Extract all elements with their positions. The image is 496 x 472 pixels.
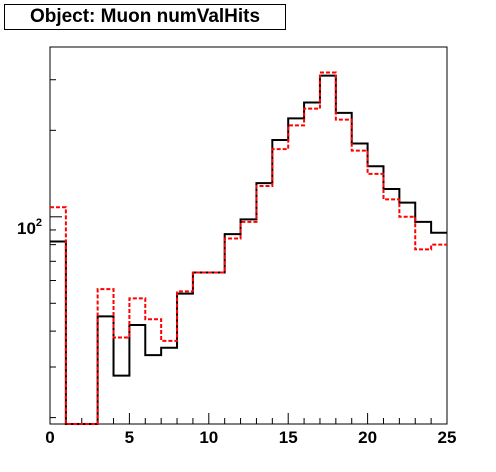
axis-ticks xyxy=(49,79,448,424)
x-tick-label: 25 xyxy=(438,428,457,447)
plot-frame xyxy=(49,46,448,425)
y-tick-label: 102 xyxy=(17,217,42,238)
histogram-series-1 xyxy=(50,74,447,425)
series-layer xyxy=(50,71,447,425)
axis-labels: 0 5 10 15 20 25 102 xyxy=(17,217,456,447)
x-tick-label: 20 xyxy=(358,428,377,447)
x-tick-label: 10 xyxy=(199,428,218,447)
chart-title: Object: Muon numValHits xyxy=(4,4,286,30)
x-tick-label: 0 xyxy=(45,428,54,447)
x-tick-label: 5 xyxy=(125,428,134,447)
histogram-series-2 xyxy=(50,71,447,425)
x-tick-label: 15 xyxy=(279,428,298,447)
